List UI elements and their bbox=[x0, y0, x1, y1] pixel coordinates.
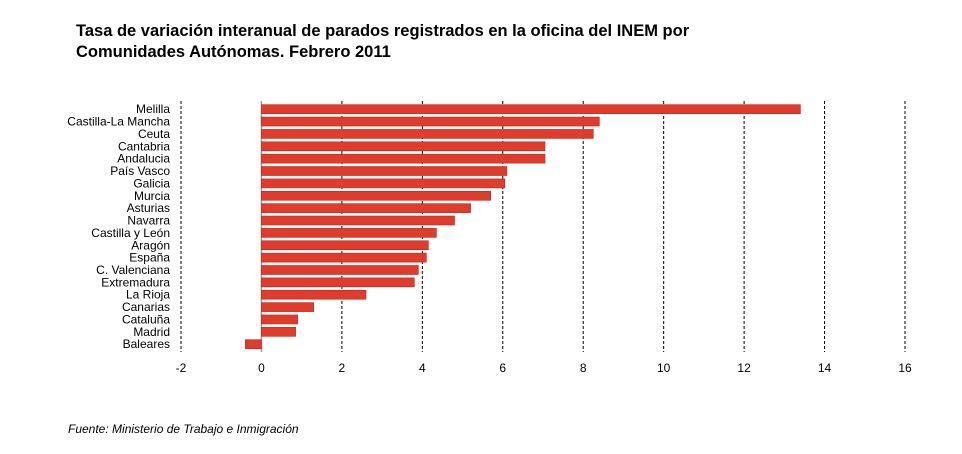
bar-15 bbox=[261, 289, 367, 300]
category-label: La Rioja bbox=[126, 288, 170, 302]
category-label: Murcia bbox=[134, 189, 170, 203]
category-label: España bbox=[129, 251, 170, 265]
bar-3 bbox=[261, 141, 546, 152]
x-tick-label: 10 bbox=[657, 361, 671, 375]
category-label: Baleares bbox=[123, 337, 170, 351]
bar-18 bbox=[261, 327, 296, 337]
chart-title: Tasa de variación interanual de parados … bbox=[76, 21, 796, 63]
bar-16 bbox=[261, 302, 315, 312]
bar-9 bbox=[261, 215, 455, 226]
x-tick-label: 8 bbox=[580, 361, 587, 375]
x-tick-label: 0 bbox=[258, 361, 265, 375]
bar-11 bbox=[261, 240, 429, 251]
category-label: Castilla-La Mancha bbox=[67, 115, 170, 129]
chart-title-line-1: Tasa de variación interanual de parados … bbox=[76, 22, 690, 40]
x-tick-label: 16 bbox=[898, 361, 912, 375]
bar-7 bbox=[261, 190, 492, 201]
bar-2 bbox=[261, 129, 594, 139]
source-note: Fuente: Ministerio de Trabajo e Inmigrac… bbox=[68, 422, 299, 436]
category-label: Madrid bbox=[133, 325, 170, 339]
category-label: Andalucia bbox=[117, 152, 170, 166]
bar-5 bbox=[261, 166, 508, 176]
category-label: Canarias bbox=[122, 300, 170, 314]
bar-6 bbox=[261, 178, 506, 189]
category-label: Cataluña bbox=[122, 312, 170, 326]
category-label: Asturias bbox=[127, 201, 170, 215]
category-label: País Vasco bbox=[110, 164, 170, 178]
bar-8 bbox=[261, 203, 471, 213]
bar-14 bbox=[261, 277, 415, 288]
x-tick-label: 4 bbox=[419, 361, 426, 375]
x-tick-label: 12 bbox=[737, 361, 751, 375]
bar-1 bbox=[261, 116, 600, 127]
chart-title-line-2: Comunidades Autónomas. Febrero 2011 bbox=[76, 43, 391, 61]
x-tick-label: 6 bbox=[499, 361, 506, 375]
bar-4 bbox=[261, 153, 546, 164]
x-tick-label: 14 bbox=[818, 361, 832, 375]
category-label: Navarra bbox=[127, 214, 170, 228]
category-label: Ceuta bbox=[138, 127, 170, 141]
category-label: Extremadura bbox=[101, 275, 170, 289]
bar-17 bbox=[261, 314, 298, 325]
category-label: Galicia bbox=[133, 176, 170, 190]
category-label: Cantabria bbox=[118, 139, 170, 153]
bar-19 bbox=[245, 339, 262, 350]
bar-12 bbox=[261, 252, 427, 263]
bar-0 bbox=[261, 104, 801, 114]
category-label: Aragón bbox=[131, 238, 170, 252]
bar-13 bbox=[261, 265, 419, 275]
x-tick-label: 2 bbox=[339, 361, 346, 375]
category-label: Melilla bbox=[136, 102, 170, 116]
category-label: Castilla y León bbox=[91, 226, 170, 240]
bar-10 bbox=[261, 228, 437, 238]
category-label: C. Valenciana bbox=[96, 263, 170, 277]
x-tick-label: -2 bbox=[176, 361, 187, 375]
